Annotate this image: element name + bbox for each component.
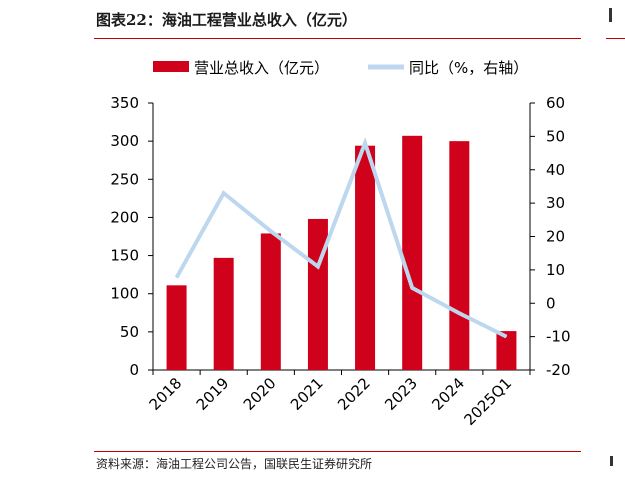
legend: 营业总收入（亿元） 同比（%，右轴） <box>153 59 528 77</box>
right-tick-label: 60 <box>546 94 565 112</box>
x-tick-label: 2023 <box>381 374 421 414</box>
yoy-line <box>174 137 508 339</box>
yoy-point <box>223 192 225 194</box>
yoy-polyline <box>174 137 508 339</box>
revenue-bar <box>307 218 328 370</box>
left-tick-label: 100 <box>110 285 139 303</box>
adjacent-panel-fragment-bottom <box>610 456 613 466</box>
chart-canvas: 营业总收入（亿元） 同比（%，右轴） 050100150200250300350… <box>110 59 570 429</box>
bars <box>166 135 517 370</box>
right-tick-label: 40 <box>546 161 565 179</box>
yoy-point <box>505 336 507 338</box>
left-tick-label: 350 <box>110 94 139 112</box>
x-tick-label: 2024 <box>428 374 468 414</box>
left-tick-label: 200 <box>110 208 139 226</box>
x-tick-label: 2025Q1 <box>460 374 515 429</box>
yoy-point <box>317 266 319 268</box>
left-tick-label: 0 <box>129 361 139 379</box>
adjacent-divider <box>606 38 625 39</box>
yoy-point <box>411 287 413 289</box>
legend-line-label: 同比（%，右轴） <box>409 59 528 77</box>
yoy-point <box>364 142 366 144</box>
left-tick-label: 300 <box>110 132 139 150</box>
right-tick-label: 20 <box>546 228 565 246</box>
right-tick-label: -20 <box>546 361 571 379</box>
revenue-bar <box>402 135 423 370</box>
right-tick-label: 0 <box>546 294 556 312</box>
x-tick-label: 2021 <box>287 374 327 414</box>
legend-bar-label: 营业总收入（亿元） <box>194 59 329 77</box>
revenue-bar <box>355 145 376 370</box>
right-tick-label: 30 <box>546 194 565 212</box>
revenue-bar <box>260 233 281 370</box>
left-tick-label: 50 <box>120 323 139 341</box>
revenue-bar <box>213 257 234 370</box>
title-divider <box>94 38 581 39</box>
chart-title: 图表22：海油工程营业总收入（亿元） <box>96 11 357 29</box>
x-tick-label: 2019 <box>193 374 233 414</box>
revenue-bar <box>496 331 517 370</box>
adjacent-panel-fragment <box>609 8 612 22</box>
x-tick-label: 2022 <box>334 374 374 414</box>
right-tick-label: 50 <box>546 127 565 145</box>
right-tick-label: -10 <box>546 328 571 346</box>
x-tick-label: 2018 <box>146 374 186 414</box>
revenue-bar <box>166 285 187 370</box>
source-note: 资料来源：海油工程公司公告，国联民生证券研究所 <box>96 457 373 471</box>
left-tick-label: 150 <box>110 247 139 265</box>
yoy-point <box>270 230 272 232</box>
legend-bar-swatch <box>153 61 189 72</box>
source-divider <box>94 451 581 452</box>
x-tick-label: 2020 <box>240 374 280 414</box>
yoy-point <box>176 277 178 279</box>
revenue-bar <box>449 141 470 370</box>
right-tick-label: 10 <box>546 261 565 279</box>
left-tick-label: 250 <box>110 170 139 188</box>
axes: 0 50 100 150 200 250 300 350 -20 -10 0 10 20 30 40 50 60 <box>110 94 570 379</box>
yoy-point <box>458 312 460 314</box>
